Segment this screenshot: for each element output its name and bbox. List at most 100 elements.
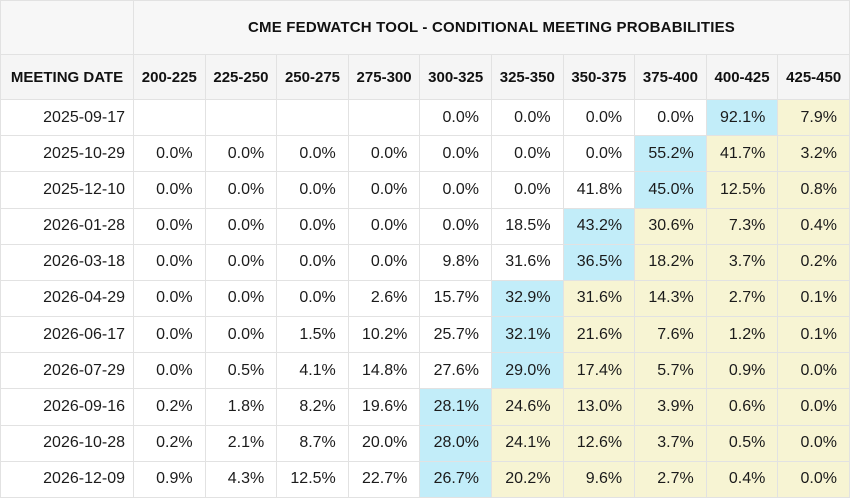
meeting-date-cell: 2026-03-18 [0, 243, 134, 281]
probability-cell: 3.7% [705, 243, 779, 281]
column-header-rate-range: 250-275 [276, 54, 349, 100]
probability-cell: 0.0% [276, 135, 349, 173]
probability-cell: 13.0% [562, 388, 636, 426]
probability-cell-max: 26.7% [419, 460, 492, 498]
probability-cell: 15.7% [419, 279, 492, 318]
probability-cell: 0.0% [133, 316, 206, 354]
title-row: CME FEDWATCH TOOL - CONDITIONAL MEETING … [0, 0, 850, 55]
probability-cell: 0.0% [777, 352, 850, 390]
probability-cell: 3.2% [777, 135, 850, 173]
meeting-date-cell: 2026-07-29 [0, 352, 134, 390]
probability-cell: 19.6% [347, 388, 421, 426]
probability-cell [276, 98, 349, 137]
probability-cell: 7.6% [634, 316, 707, 354]
probability-cell: 0.0% [347, 207, 421, 245]
table-row: 2026-04-29 0.0% 0.0% 0.0% 2.6% 15.7% 32.9% 31.6… [0, 279, 850, 318]
probability-cell: 27.6% [419, 352, 492, 390]
probability-cell: 0.4% [777, 207, 850, 245]
column-header-rate-range: 375-400 [634, 54, 707, 100]
probability-cell: 1.5% [276, 316, 349, 354]
table-row: 2025-09-17 0.0% 0.0% 0.0% 0.0% 92.1% 7.9% [0, 98, 850, 137]
probability-cell: 18.5% [490, 207, 564, 245]
probability-cell: 7.9% [777, 98, 850, 137]
probability-cell: 0.5% [705, 424, 779, 462]
corner-cell [0, 0, 134, 55]
probability-cell-max: 32.9% [490, 279, 564, 318]
probability-cell: 0.0% [347, 243, 421, 281]
probability-cell: 2.6% [347, 279, 421, 318]
probability-cell: 0.0% [133, 207, 206, 245]
probability-cell: 30.6% [634, 207, 707, 245]
table-row: 2026-09-16 0.2% 1.8% 8.2% 19.6% 28.1% 24.6% 13.… [0, 388, 850, 426]
probability-cell: 0.9% [133, 460, 206, 498]
column-header-rate-range: 425-450 [777, 54, 850, 100]
probability-cell: 0.4% [705, 460, 779, 498]
probability-cell: 0.0% [347, 135, 421, 173]
column-header-rate-range: 400-425 [705, 54, 779, 100]
probability-cell: 0.0% [777, 424, 850, 462]
probability-cell-max: 28.1% [419, 388, 492, 426]
probability-cell: 20.2% [490, 460, 564, 498]
probability-cell: 9.6% [562, 460, 636, 498]
probability-cell-max: 55.2% [634, 135, 707, 173]
probability-cell-max: 36.5% [562, 243, 636, 281]
probability-cell: 21.6% [562, 316, 636, 354]
probability-cell: 0.5% [204, 352, 278, 390]
probability-cell: 24.1% [490, 424, 564, 462]
probability-cell: 0.0% [204, 171, 278, 209]
probability-cell: 18.2% [634, 243, 707, 281]
probability-cell-max: 32.1% [490, 316, 564, 354]
probability-cell: 0.0% [276, 279, 349, 318]
probability-cell: 3.7% [634, 424, 707, 462]
probability-cell: 0.0% [204, 316, 278, 354]
probability-cell: 12.6% [562, 424, 636, 462]
column-header-rate-range: 350-375 [562, 54, 636, 100]
table-row: 2026-01-28 0.0% 0.0% 0.0% 0.0% 0.0% 18.5% 43.2%… [0, 207, 850, 245]
column-header-rate-range: 200-225 [133, 54, 206, 100]
meeting-date-cell: 2026-09-16 [0, 388, 134, 426]
probability-cell: 0.0% [133, 135, 206, 173]
probability-cell: 0.0% [419, 171, 492, 209]
probability-cell: 0.0% [490, 171, 564, 209]
probability-cell: 0.0% [562, 98, 636, 137]
probability-cell: 0.0% [204, 243, 278, 281]
probability-cell: 0.0% [419, 98, 492, 137]
probability-cell [347, 98, 421, 137]
probability-cell: 7.3% [705, 207, 779, 245]
probability-cell: 0.9% [705, 352, 779, 390]
probability-cell: 0.8% [777, 171, 850, 209]
column-header-meeting-date: MEETING DATE [0, 54, 134, 100]
table-row: 2026-03-18 0.0% 0.0% 0.0% 0.0% 9.8% 31.6% 36.5%… [0, 243, 850, 281]
probability-cell: 3.9% [634, 388, 707, 426]
meeting-date-cell: 2026-10-28 [0, 424, 134, 462]
probability-cell: 0.0% [276, 171, 349, 209]
probability-cell-max: 92.1% [705, 98, 779, 137]
probability-cell: 0.2% [133, 388, 206, 426]
probability-cell: 5.7% [634, 352, 707, 390]
probability-cell: 0.0% [634, 98, 707, 137]
probability-cell: 0.2% [777, 243, 850, 281]
probability-cell-max: 29.0% [490, 352, 564, 390]
meeting-date-cell: 2026-06-17 [0, 316, 134, 354]
probability-cell: 2.7% [705, 279, 779, 318]
probability-cell: 0.0% [133, 352, 206, 390]
probability-cell: 41.8% [562, 171, 636, 209]
probability-cell-max: 43.2% [562, 207, 636, 245]
probability-cell: 0.0% [133, 243, 206, 281]
probability-cell: 0.1% [777, 279, 850, 318]
probability-cell: 8.2% [276, 388, 349, 426]
probability-cell: 0.0% [490, 135, 564, 173]
probability-cell: 0.0% [204, 279, 278, 318]
probability-cell: 0.0% [490, 98, 564, 137]
probability-cell: 9.8% [419, 243, 492, 281]
probability-cell: 14.3% [634, 279, 707, 318]
probability-cell: 0.2% [133, 424, 206, 462]
probability-cell: 10.2% [347, 316, 421, 354]
probability-cell: 41.7% [705, 135, 779, 173]
probability-cell: 0.0% [777, 460, 850, 498]
probability-cell: 22.7% [347, 460, 421, 498]
probability-cell: 12.5% [276, 460, 349, 498]
probability-cell: 0.6% [705, 388, 779, 426]
